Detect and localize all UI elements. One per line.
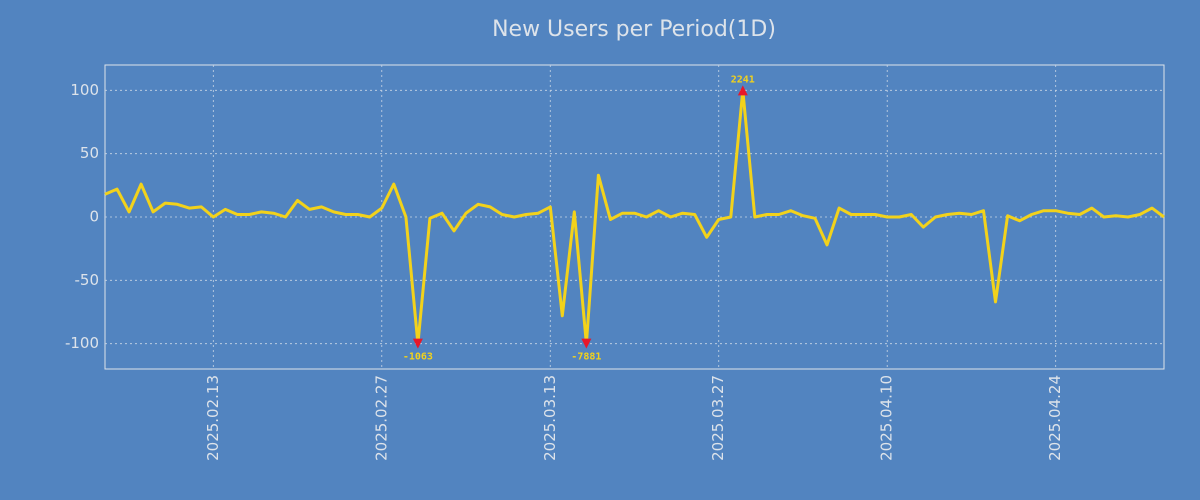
chart-title: New Users per Period(1D)	[492, 17, 776, 42]
y-tick-label: 0	[89, 208, 99, 226]
annotation-label: -1063	[403, 352, 433, 363]
x-tick-label: 2025.03.13	[541, 375, 559, 461]
y-tick-label: 100	[70, 81, 99, 99]
y-tick-label: -100	[65, 334, 99, 352]
annotation-marker	[412, 338, 423, 349]
x-tick-label: 2025.04.10	[878, 375, 896, 461]
annotation-label: 2241	[731, 74, 755, 85]
y-tick-label: -50	[75, 271, 100, 289]
annotation-label: -7881	[571, 352, 601, 363]
annotation-marker	[737, 85, 748, 96]
y-tick-label: 50	[80, 144, 99, 162]
x-tick-label: 2025.02.27	[372, 375, 390, 461]
x-tick-label: 2025.04.24	[1046, 375, 1064, 461]
data-line	[104, 88, 1165, 346]
annotation-marker	[581, 338, 592, 349]
x-tick-label: 2025.03.27	[709, 375, 727, 461]
x-tick-label: 2025.02.13	[204, 375, 222, 461]
